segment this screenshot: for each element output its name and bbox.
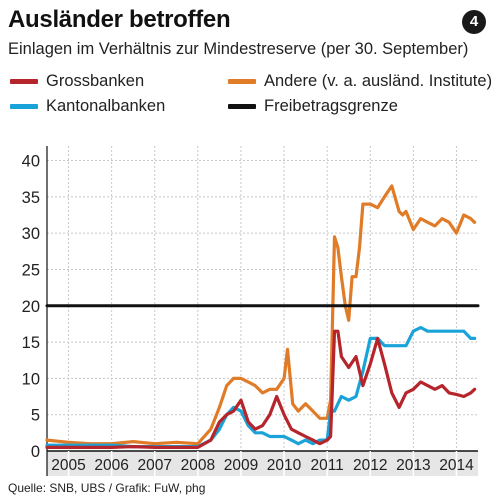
- chart-title: Ausländer betroffen: [8, 6, 231, 33]
- x-tick-label: 2009: [224, 457, 258, 474]
- y-tick-label: 5: [31, 407, 40, 425]
- figure-number-badge: 4: [462, 10, 486, 34]
- legend-swatch-andere: [228, 79, 256, 84]
- x-tick-label: 2013: [396, 457, 430, 474]
- y-tick-label: 30: [22, 225, 40, 243]
- legend-label-kantonalbanken: Kantonalbanken: [46, 97, 166, 115]
- source-note: Quelle: SNB, UBS / Grafik: FuW, phg: [8, 481, 206, 495]
- x-tick-label: 2007: [138, 457, 172, 474]
- legend-item-grossbanken: Grossbanken: [10, 72, 144, 91]
- legend-swatch-kantonalbanken: [10, 104, 38, 109]
- legend-item-freibetragsgrenze: Freibetragsgrenze: [228, 97, 398, 116]
- y-tick-label: 20: [22, 298, 40, 316]
- x-tick-label: 2014: [439, 457, 474, 474]
- legend-swatch-grossbanken: [10, 79, 38, 84]
- x-tick-label: 2005: [51, 457, 85, 474]
- x-tick-label: 2010: [267, 457, 302, 474]
- y-tick-label: 10: [22, 370, 40, 388]
- x-tick-label: 2006: [94, 457, 128, 474]
- y-tick-label: 25: [22, 261, 40, 279]
- series-line-grossbanken: [45, 329, 477, 449]
- x-tick-label: 2008: [181, 457, 215, 474]
- legend-item-kantonalbanken: Kantonalbanken: [10, 97, 165, 116]
- legend-label-grossbanken: Grossbanken: [46, 72, 145, 90]
- y-tick-label: 35: [22, 189, 40, 207]
- x-tick-label: 2011: [310, 457, 343, 474]
- plot-area: [47, 146, 478, 451]
- chart-subtitle: Einlagen im Verhältnis zur Mindestreserv…: [8, 40, 469, 58]
- y-tick-label: 0: [31, 443, 40, 461]
- x-tick-label: 2012: [353, 457, 387, 474]
- legend-swatch-freibetragsgrenze: [228, 104, 256, 109]
- y-tick-label: 40: [22, 153, 40, 171]
- legend-label-freibetragsgrenze: Freibetragsgrenze: [264, 97, 398, 115]
- x-axis-band: [47, 451, 478, 476]
- y-tick-label: 15: [22, 334, 40, 352]
- legend-label-andere: Andere (v. a. ausländ. Institute): [264, 72, 493, 90]
- legend-item-andere: Andere (v. a. ausländ. Institute): [228, 72, 492, 91]
